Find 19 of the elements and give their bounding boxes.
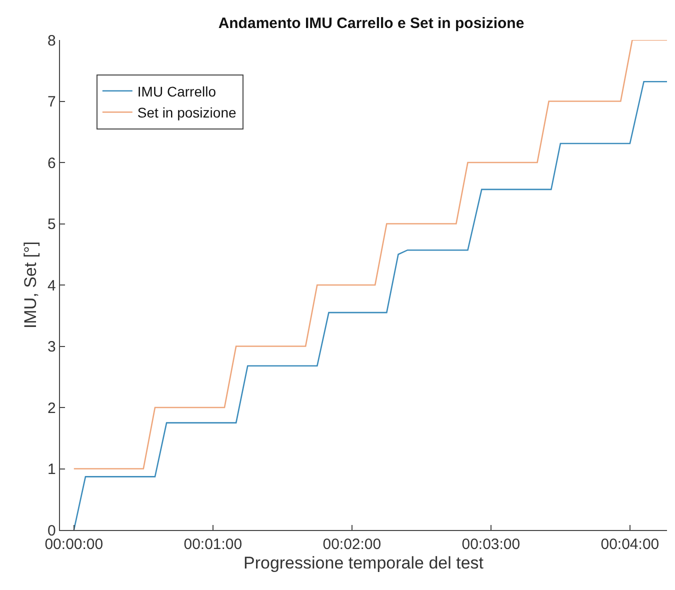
legend-label: IMU Carrello xyxy=(137,83,216,100)
y-tick-label: 2 xyxy=(48,400,56,417)
x-tick-label: 00:01:00 xyxy=(184,536,242,554)
line-series xyxy=(73,40,667,470)
y-tick-label: 3 xyxy=(48,338,56,356)
y-axis-title: IMU, Set [°] xyxy=(21,241,40,329)
y-tick-label: 8 xyxy=(48,32,56,50)
legend-label: Set in posizione xyxy=(137,104,236,121)
line-series xyxy=(73,81,667,530)
x-tick-label: 00:02:00 xyxy=(322,536,382,554)
chart-title: Andamento IMU Carrello e Set in posizione xyxy=(218,15,524,32)
y-tick-label: 5 xyxy=(48,216,56,233)
y-tick-label: 7 xyxy=(48,94,56,110)
y-tick-label: 6 xyxy=(48,154,56,172)
y-tick-label: 4 xyxy=(48,277,56,294)
x-axis-title: Progressione temporale del test xyxy=(243,554,484,572)
y-tick-label: 1 xyxy=(48,461,56,478)
x-tick-label: 00:03:00 xyxy=(462,536,520,554)
x-tick-label: 00:04:00 xyxy=(600,536,660,554)
